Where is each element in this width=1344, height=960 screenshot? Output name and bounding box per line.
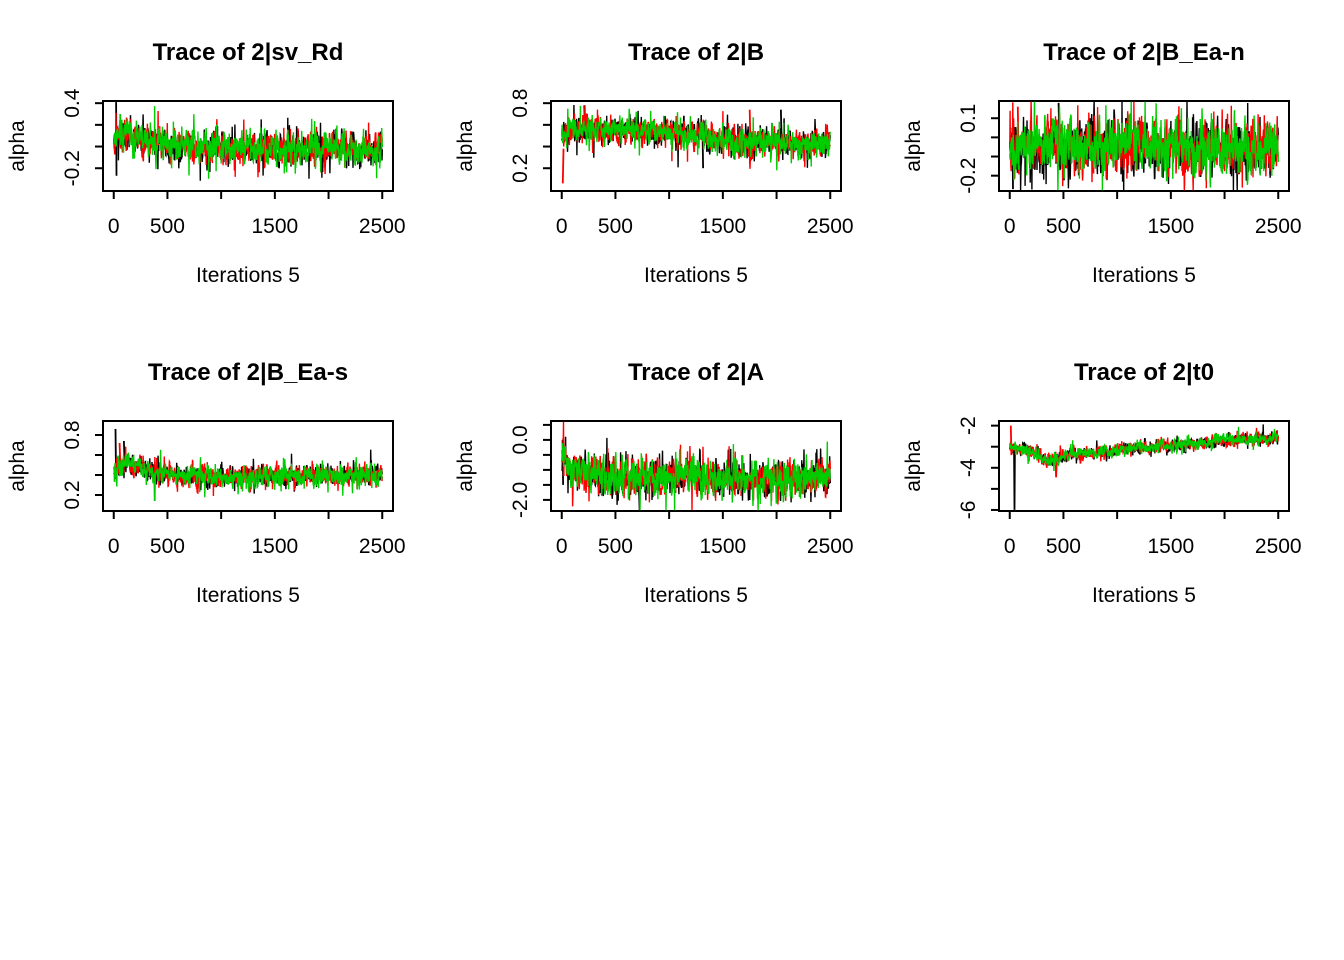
x-tick-label: 2500: [1255, 215, 1302, 238]
trace-lines: [113, 102, 383, 181]
trace-plot-A: 0 500 1500 2500 0.0 -2.0 Trace of 2|A Iteration…: [454, 359, 854, 607]
trace-plot-t0: 0 500 1500 2500 -2 -4 -6 Trace of 2|t0 Iteration…: [902, 359, 1302, 607]
plot-frame: [102, 100, 394, 192]
trace-line-chain-3: [113, 449, 383, 498]
trace-plot-cell-B_Ea-s: 0 500 1500 2500 0.8 0.2 Trace of 2|B_Ea-s Itera…: [0, 320, 448, 640]
x-tick-label: 500: [1046, 535, 1081, 558]
plot-title: Trace of 2|B_Ea-n: [1043, 39, 1244, 66]
x-axis-label: Iterations 5: [644, 264, 748, 287]
x-tick-label: 0: [556, 215, 568, 238]
trace-line-chain-3: [561, 105, 831, 171]
x-tick-label: 500: [598, 535, 633, 558]
plot-grid: 0 500 1500 2500 0.4 -0.2 Trace of 2|sv_Rd Itera…: [0, 0, 1344, 640]
trace-plot-cell-sv_Rd: 0 500 1500 2500 0.4 -0.2 Trace of 2|sv_Rd Itera…: [0, 0, 448, 320]
trace-lines: [1009, 101, 1279, 191]
trace-spike-chain-2: [1009, 425, 1013, 456]
y-tick-label: -4: [957, 458, 980, 477]
plot-frame: [998, 100, 1290, 192]
x-tick-label: 0: [1004, 215, 1016, 238]
trace-plot-cell-B_Ea-n: 0 500 1500 2500 0.1 -0.2 Trace of 2|B_Ea-n Iter…: [896, 0, 1344, 320]
plot-title: Trace of 2|t0: [1074, 359, 1214, 386]
y-tick-label: -2.0: [509, 482, 532, 518]
trace-spike-chain-2: [561, 148, 565, 184]
x-tick-label: 1500: [699, 535, 746, 558]
x-axis-label: Iterations 5: [644, 584, 748, 607]
plot-frame: [102, 420, 394, 512]
trace-lines: [561, 421, 831, 511]
x-tick-label: 1500: [251, 535, 298, 558]
trace-lines: [113, 428, 383, 502]
plot-frame: [998, 420, 1290, 512]
trace-plot-cell-B: 0 500 1500 2500 0.8 0.2 Trace of 2|B Iterations…: [448, 0, 896, 320]
x-axis-label: Iterations 5: [196, 264, 300, 287]
y-axis-label: alpha: [454, 440, 477, 492]
trace-lines: [1009, 424, 1279, 510]
y-tick-label: 0.1: [957, 104, 980, 133]
trace-plot-cell-t0: 0 500 1500 2500 -2 -4 -6 Trace of 2|t0 Iteration…: [896, 320, 1344, 640]
y-tick-label: 0.8: [61, 420, 84, 449]
x-tick-label: 0: [556, 535, 568, 558]
trace-plot-B_Ea-n: 0 500 1500 2500 0.1 -0.2 Trace of 2|B_Ea-n Iter…: [902, 39, 1302, 287]
x-tick-label: 1500: [251, 215, 298, 238]
x-tick-label: 2500: [807, 215, 854, 238]
plot-title: Trace of 2|A: [628, 359, 764, 386]
x-tick-label: 0: [108, 215, 120, 238]
x-tick-label: 500: [150, 535, 185, 558]
trace-plot-B: 0 500 1500 2500 0.8 0.2 Trace of 2|B Iterations…: [454, 39, 854, 287]
plot-title: Trace of 2|sv_Rd: [153, 39, 344, 66]
x-tick-label: 500: [150, 215, 185, 238]
x-tick-label: 0: [108, 535, 120, 558]
plot-frame: [550, 420, 842, 512]
x-tick-label: 500: [1046, 215, 1081, 238]
y-axis-label: alpha: [902, 440, 925, 492]
y-tick-label: 0.4: [61, 88, 84, 118]
x-tick-label: 2500: [359, 535, 406, 558]
x-tick-label: 2500: [359, 215, 406, 238]
x-tick-label: 1500: [699, 215, 746, 238]
trace-plot-sv_Rd: 0 500 1500 2500 0.4 -0.2 Trace of 2|sv_Rd Itera…: [6, 39, 406, 287]
x-axis-label: Iterations 5: [196, 584, 300, 607]
x-tick-label: 2500: [807, 535, 854, 558]
x-tick-label: 1500: [1147, 535, 1194, 558]
y-axis-label: alpha: [6, 440, 29, 492]
y-tick-label: 0.8: [509, 89, 532, 118]
y-tick-label: -6: [957, 501, 980, 520]
x-axis-label: Iterations 5: [1092, 264, 1196, 287]
trace-plot-cell-A: 0 500 1500 2500 0.0 -2.0 Trace of 2|A Iteration…: [448, 320, 896, 640]
trace-line-chain-3: [1009, 426, 1279, 472]
y-tick-label: -0.2: [957, 158, 980, 194]
trace-line-chain-3: [113, 106, 383, 179]
trace-spike-chain-1: [1013, 443, 1016, 510]
y-tick-label: 0.2: [61, 480, 84, 509]
trace-line-chain-3: [1009, 101, 1279, 191]
x-tick-label: 500: [598, 215, 633, 238]
y-tick-label: -2: [957, 416, 980, 435]
x-tick-label: 0: [1004, 535, 1016, 558]
y-axis-label: alpha: [902, 120, 925, 172]
y-tick-label: -0.2: [61, 150, 84, 186]
y-axis-label: alpha: [454, 120, 477, 172]
trace-plot-B_Ea-s: 0 500 1500 2500 0.8 0.2 Trace of 2|B_Ea-s Itera…: [6, 359, 406, 607]
y-tick-label: 0.2: [509, 154, 532, 183]
plot-title: Trace of 2|B_Ea-s: [148, 359, 348, 386]
y-tick-label: 0.0: [509, 425, 532, 454]
y-axis-label: alpha: [6, 120, 29, 172]
plot-frame: [550, 100, 842, 192]
x-tick-label: 2500: [1255, 535, 1302, 558]
trace-line-chain-3: [561, 441, 831, 511]
x-axis-label: Iterations 5: [1092, 584, 1196, 607]
plot-title: Trace of 2|B: [628, 39, 764, 66]
trace-spike-chain-3: [153, 474, 156, 502]
trace-lines: [561, 104, 831, 184]
x-tick-label: 1500: [1147, 215, 1194, 238]
